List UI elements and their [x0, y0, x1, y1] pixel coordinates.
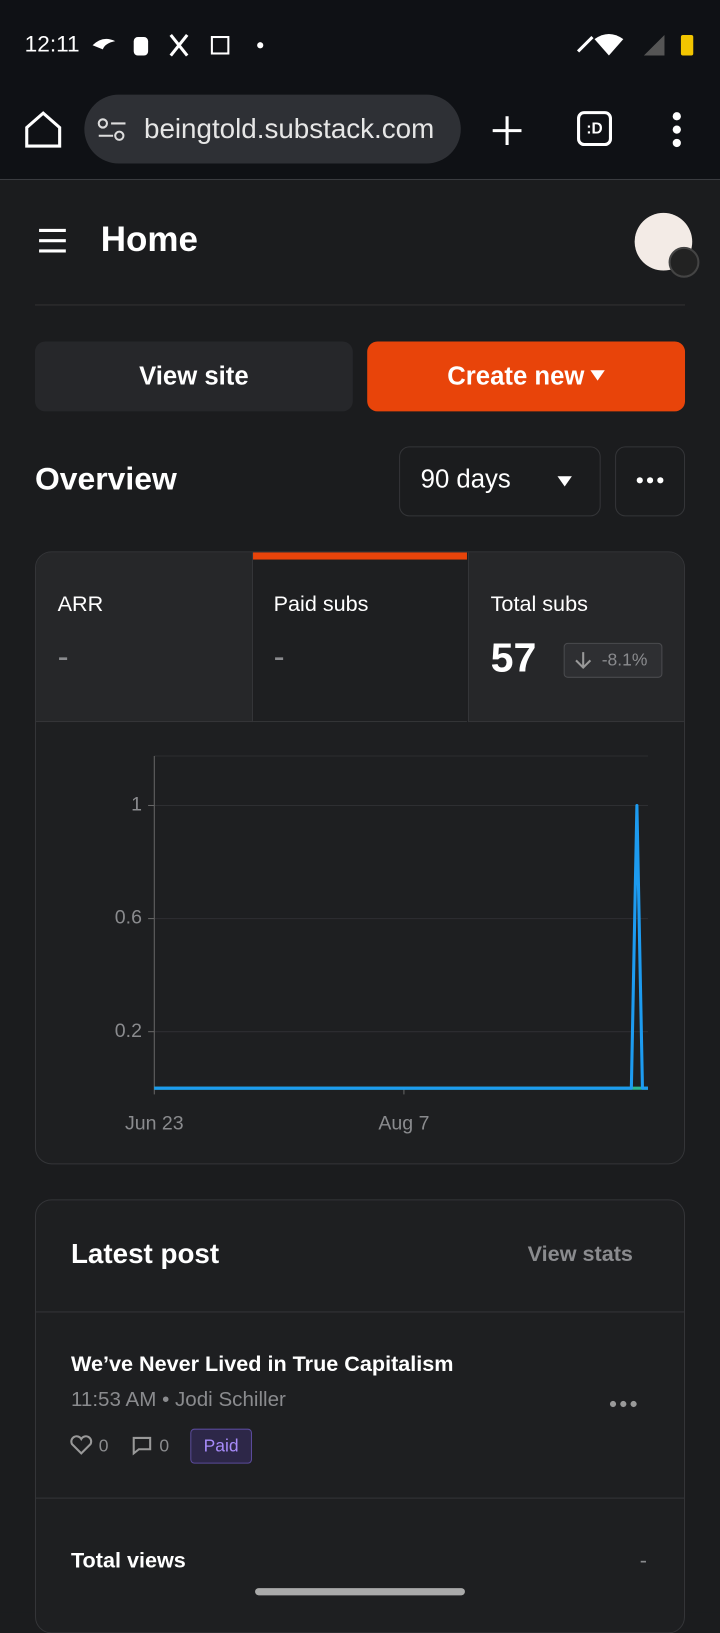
chart: 0.2 0.6 1 Jun 23 Aug 7	[115, 755, 648, 1134]
divider	[34, 304, 686, 306]
avatar-menu[interactable]	[668, 246, 700, 278]
divider	[35, 1497, 684, 1499]
y-tick-label: 0.6	[115, 907, 142, 929]
metric-value: -	[57, 637, 69, 675]
x-tick-label: Aug 7	[378, 1112, 429, 1134]
metric-tile[interactable]	[35, 552, 254, 723]
range-label[interactable]: 90 days	[420, 464, 511, 494]
system-icons	[576, 33, 694, 56]
selected-indicator	[253, 552, 467, 560]
new-tab[interactable]	[490, 113, 525, 148]
page-title: Home	[100, 220, 198, 260]
site-info-icon[interactable]	[97, 115, 128, 144]
y-tick-label: 0.2	[115, 1020, 142, 1042]
x-tick-label: Jun 23	[125, 1112, 184, 1134]
tab-switcher[interactable]: :D	[577, 111, 612, 147]
y-tick-label: 1	[131, 794, 142, 816]
url-bar[interactable]	[84, 94, 461, 164]
latest-post-card	[34, 1199, 686, 1633]
comment-count: 0	[159, 1435, 170, 1456]
overview-card	[34, 551, 686, 1165]
status-icons	[92, 34, 264, 57]
comment-icon[interactable]	[131, 1435, 154, 1456]
change-badge	[563, 642, 663, 678]
more-dots	[636, 477, 664, 484]
create-new-button[interactable]: Create new	[367, 341, 686, 412]
down-arrow	[575, 652, 592, 669]
gesture-bar	[255, 1588, 465, 1596]
metric-tile[interactable]	[467, 552, 684, 723]
view-stats-link[interactable]: View stats	[527, 1242, 633, 1267]
url[interactable]: beingtold.substack.com	[143, 113, 435, 144]
view-site-button[interactable]: View site	[34, 341, 353, 412]
hamburger[interactable]	[37, 226, 68, 255]
section-title: Latest post	[70, 1238, 220, 1270]
metric-label: Paid subs	[273, 592, 369, 617]
time: 12:11	[24, 30, 80, 57]
line-series	[154, 803, 648, 1090]
metric-label: ARR	[57, 592, 104, 617]
menu-dots[interactable]	[667, 111, 688, 148]
change-value: -8.1%	[601, 650, 648, 670]
metric-label: Total subs	[490, 592, 588, 617]
metric-tile[interactable]	[253, 552, 467, 723]
like-count: 0	[98, 1435, 109, 1456]
range-arrow	[557, 476, 572, 487]
post-title[interactable]: We’ve Never Lived in True Capitalism	[70, 1352, 454, 1377]
post-meta: 11:53 AM • Jodi Schiller	[70, 1388, 286, 1412]
total-views-label: Total views	[70, 1549, 186, 1573]
total-views-value: -	[639, 1549, 647, 1573]
heart-icon[interactable]	[70, 1435, 93, 1456]
paid-badge: Paid	[190, 1428, 252, 1464]
post-more[interactable]	[609, 1399, 638, 1409]
dropdown-arrow	[590, 370, 605, 381]
divider	[35, 1311, 684, 1313]
metric-value: 57	[490, 635, 537, 681]
overview-title: Overview	[34, 460, 177, 497]
metric-value: -	[273, 637, 285, 675]
home-icon[interactable]	[23, 109, 64, 150]
